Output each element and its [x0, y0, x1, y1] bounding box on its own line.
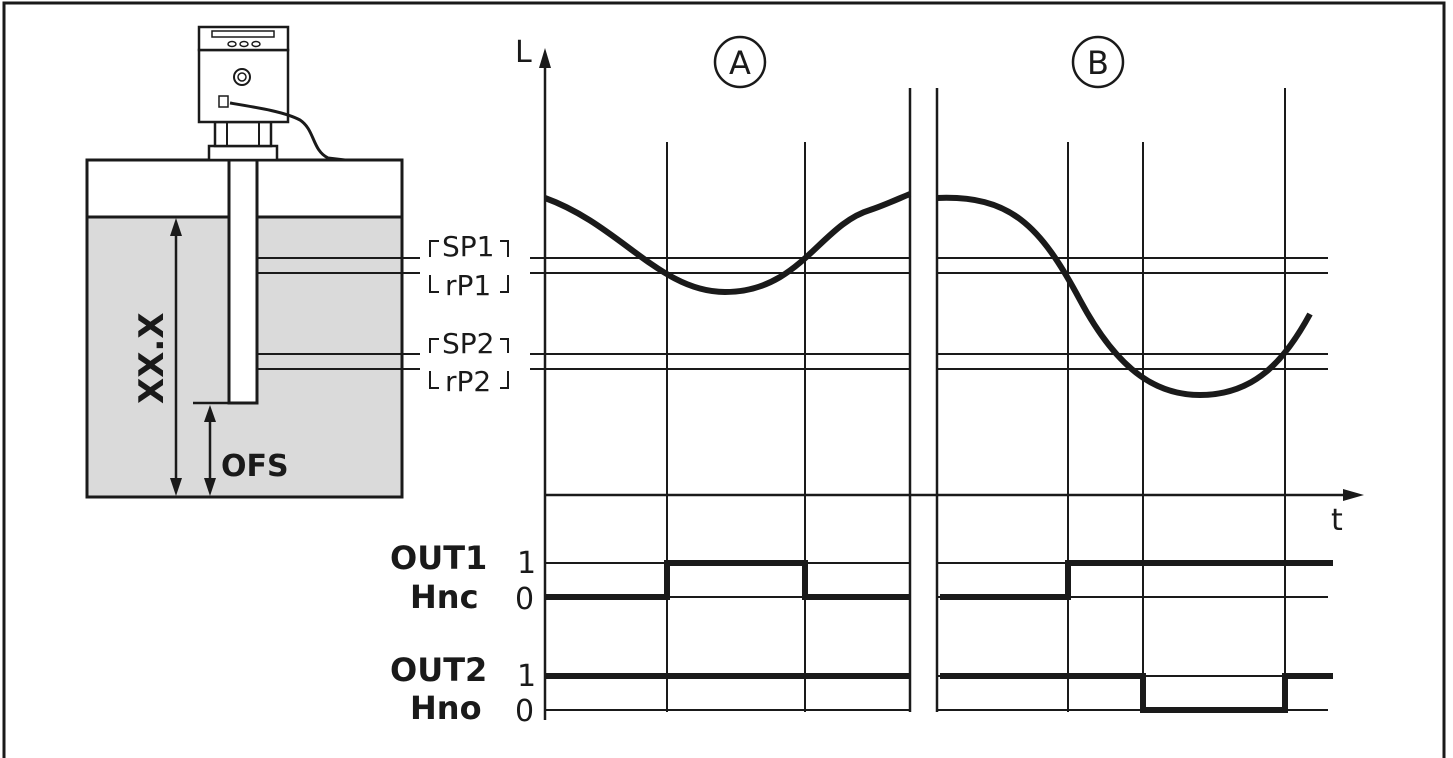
- out2-low: 0: [515, 694, 534, 729]
- sensor-button-icon: [233, 68, 251, 86]
- x-axis-label: t: [1331, 503, 1343, 538]
- sensor-head: [197, 25, 346, 162]
- label-sp2: SP2: [442, 327, 494, 360]
- measure-dimension: XX.X: [132, 218, 182, 496]
- level-curve-a: [543, 191, 912, 296]
- out1-signal-a: [545, 560, 910, 600]
- section-a-marker: [713, 35, 767, 89]
- sensor-cable: [229, 101, 346, 162]
- out2-signal-b: [940, 673, 1333, 713]
- level-diagram: L t SP1 rP1: [257, 35, 1364, 729]
- probe-rod: [227, 158, 259, 405]
- offset-label: OFS: [221, 449, 289, 484]
- offset-dimension: OFS: [193, 401, 289, 496]
- out1-mode: Hnc: [410, 578, 479, 616]
- out1-signal-b: [940, 560, 1333, 600]
- measure-label: XX.X: [132, 312, 172, 404]
- label-sp1: SP1: [442, 230, 494, 263]
- out1-name: OUT1: [390, 539, 487, 577]
- section-a-label: A: [729, 44, 751, 82]
- section-b-label: B: [1087, 44, 1109, 82]
- out2-name: OUT2: [390, 651, 487, 689]
- out2-mode: Hno: [410, 689, 482, 727]
- level-curve-b: [936, 194, 1313, 399]
- out1-low: 0: [515, 582, 534, 617]
- label-rp2: rP2: [445, 365, 491, 398]
- label-rp1: rP1: [445, 269, 491, 302]
- out1-high: 1: [517, 546, 536, 581]
- tank-illustration: XX.X OFS: [85, 25, 404, 499]
- out2-high: 1: [517, 659, 536, 694]
- section-b-marker: [1071, 35, 1125, 89]
- y-axis-label: L: [515, 35, 532, 70]
